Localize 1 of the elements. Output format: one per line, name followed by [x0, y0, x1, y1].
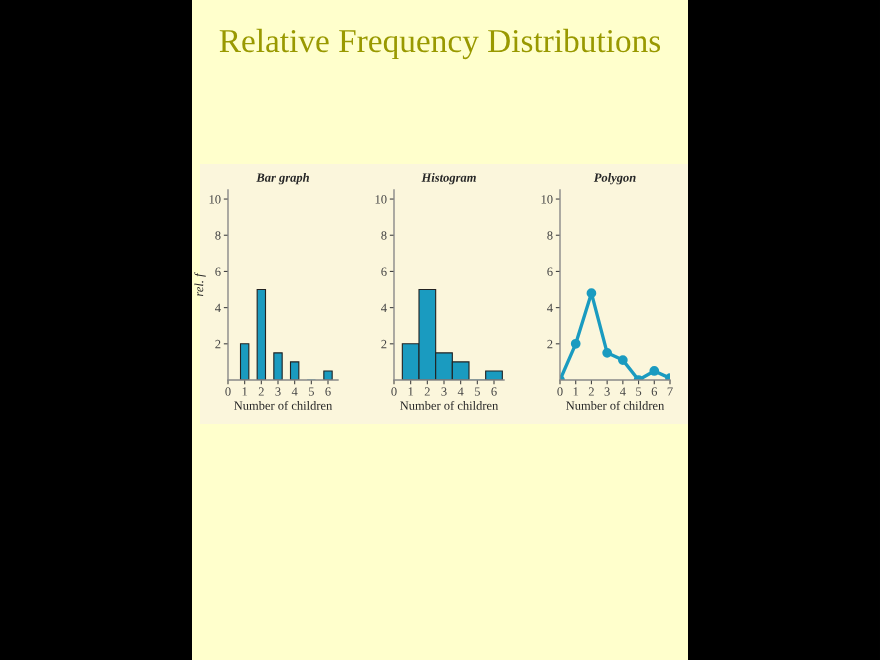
text: Relative Frequency Distributions — [219, 28, 661, 60]
